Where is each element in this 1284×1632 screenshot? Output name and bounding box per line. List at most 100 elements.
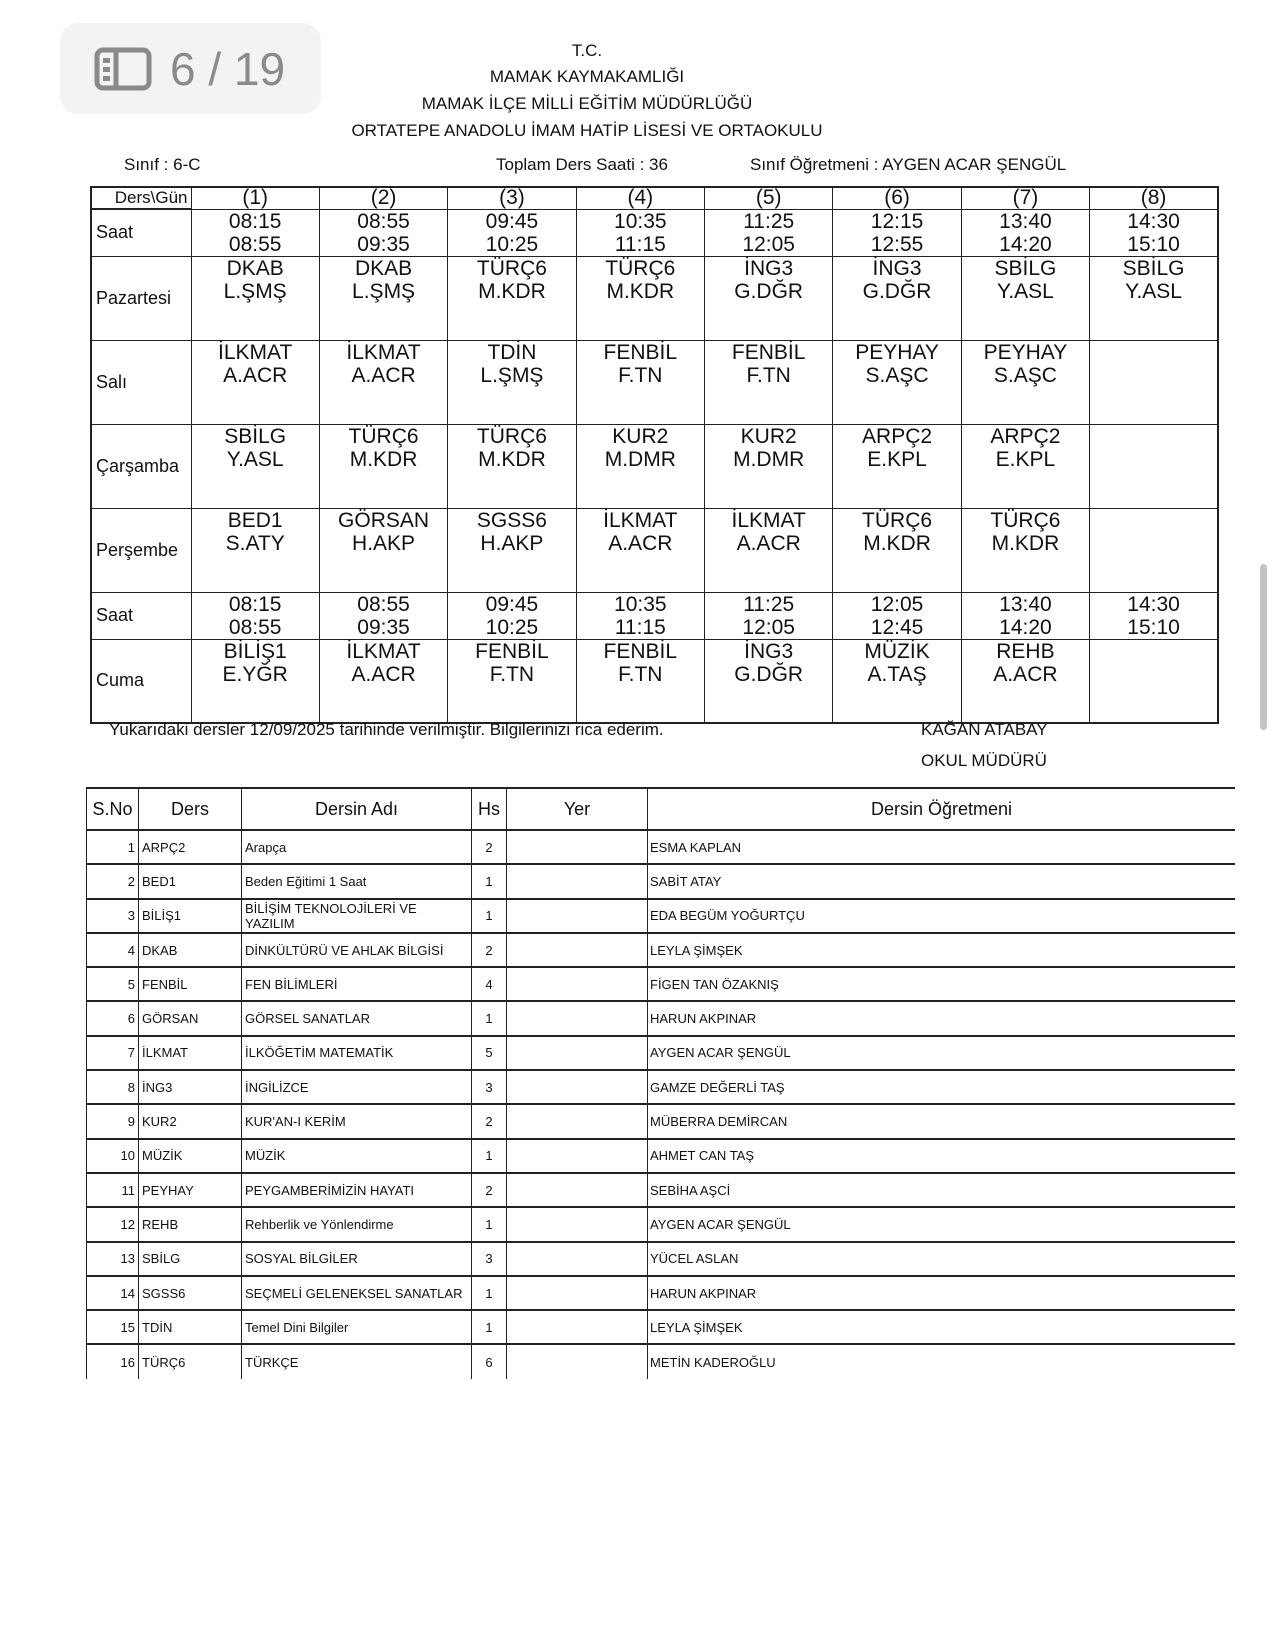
timetable-cell: TÜRÇ6 M.KDR	[318, 423, 449, 509]
scrollbar[interactable]	[1260, 564, 1267, 730]
timetable-row: Çarşamba SBİLG Y.ASL TÜRÇ6 M.KDR TÜRÇ6 M.KDR KU…	[90, 423, 1219, 509]
period-header: (2)	[318, 186, 449, 210]
cell-line-1: TÜRÇ6	[862, 508, 933, 532]
cell-line-2: G.DĞR	[862, 279, 932, 303]
table-cell	[506, 932, 648, 969]
table-cell: 1	[471, 864, 507, 900]
table-cell: 2	[471, 932, 507, 969]
cell-line-1: PEYHAY	[855, 340, 939, 364]
cell-line-2: 12:45	[870, 615, 924, 639]
cell-line-1: 08:55	[357, 209, 410, 233]
timetable-cell: SGSS6 H.AKP	[447, 507, 577, 593]
table-cell: 1	[471, 1275, 507, 1312]
table-cell: 13	[86, 1241, 139, 1277]
cell-line-1: GÖRSAN	[338, 508, 430, 532]
cell-line-1: İLKMAT	[731, 508, 806, 532]
table-cell	[506, 1172, 648, 1209]
cell-line-2: 12:55	[870, 232, 924, 256]
header-line: ORTATEPE ANADOLU İMAM HATİP LİSESİ VE OR…	[351, 121, 823, 140]
cell-line-1: TÜRÇ6	[476, 424, 547, 448]
timetable-cell	[1089, 638, 1219, 724]
table-cell: Arapça	[241, 830, 472, 866]
table-row: 4 DKAB DİNKÜLTÜRÜ VE AHLAK BİLGİSİ 2 LEYLA Ş…	[86, 932, 1235, 969]
table-cell: DKAB	[138, 932, 242, 969]
period-header: (4)	[575, 186, 706, 210]
period-header: (3)	[447, 186, 577, 210]
cell-line-1: DKAB	[354, 256, 413, 280]
cell-line-2: F.TN	[618, 662, 663, 686]
cell-line-2: F.TN	[489, 662, 535, 686]
timetable-cell: PEYHAY S.AŞC	[832, 339, 962, 425]
table-cell: MÜBERRA DEMİRCAN	[647, 1104, 1235, 1140]
table-row: 5 FENBİL FEN BİLİMLERİ 4 FİGEN TAN ÖZAKNIŞ	[86, 967, 1235, 1003]
table-cell: 4	[86, 932, 139, 969]
table-cell: SEBİHA AŞCİ	[647, 1172, 1235, 1209]
cell-line-1: 12:05	[870, 592, 924, 616]
table-cell	[506, 1070, 648, 1106]
table-row: 3 BİLİŞ1 BİLİŞİM TEKNOLOJİLERİ VE YAZILIM 1…	[86, 898, 1235, 934]
table-cell: PEYHAY	[138, 1172, 242, 1209]
table-cell: ARPÇ2	[138, 830, 242, 866]
day-label: Saat	[90, 591, 192, 640]
timetable-cell: 09:45 10:25	[447, 591, 577, 640]
table-cell: 10	[86, 1138, 139, 1174]
table-cell	[506, 1344, 648, 1379]
timetable-cell: 13:40 14:20	[960, 591, 1091, 640]
cell-line-1: MÜZİK	[864, 639, 930, 663]
timetable-row: Pazartesi DKAB L.ŞMŞ DKAB L.ŞMŞ TÜRÇ6 M.KDR TÜR…	[90, 255, 1219, 341]
page-indicator[interactable]: 6 / 19	[60, 23, 321, 114]
timetable-cell: 08:55 09:35	[318, 591, 449, 640]
cell-line-1: 08:15	[228, 209, 282, 233]
table-row: 1 ARPÇ2 Arapça 2 ESMA KAPLAN	[86, 830, 1235, 866]
timetable-cell: TÜRÇ6 M.KDR	[447, 423, 577, 509]
timetable-cell: 10:35 11:15	[575, 591, 706, 640]
cell-line-2: Y.ASL	[997, 279, 1054, 303]
table-cell: FİGEN TAN ÖZAKNIŞ	[647, 967, 1235, 1003]
timetable-cell: BİLİŞ1 E.YĞR	[190, 638, 320, 724]
cell-line-2: M.KDR	[349, 447, 418, 471]
cell-line-2: 14:20	[999, 615, 1052, 639]
cell-line-1: SGSS6	[476, 508, 547, 532]
cell-line-2: A.ACR	[351, 363, 416, 387]
table-cell: GAMZE DEĞERLİ TAŞ	[647, 1070, 1235, 1106]
period-header: (7)	[960, 186, 1091, 210]
class-info: Sınıf : 6-C	[124, 155, 201, 174]
timetable-cell: SBİLG Y.ASL	[190, 423, 320, 509]
table-cell: 15	[86, 1310, 139, 1346]
cell-line-2: M.KDR	[991, 531, 1060, 555]
table-cell: SGSS6	[138, 1275, 242, 1312]
page-number: 6 / 19	[170, 42, 286, 95]
table-cell: AHMET CAN TAŞ	[647, 1138, 1235, 1174]
timetable-cell: İNG3 G.DĞR	[703, 255, 834, 341]
timetable-cell: 11:25 12:05	[703, 208, 834, 257]
cell-line-1: 08:15	[228, 592, 282, 616]
timetable-cell: 09:45 10:25	[447, 208, 577, 257]
cell-line-2: A.ACR	[736, 531, 801, 555]
table-cell: 1	[86, 830, 139, 866]
timetable-cell	[1089, 507, 1219, 593]
cell-line-1: FENBİL	[475, 639, 549, 663]
table-cell	[506, 898, 648, 934]
timetable-cell: FENBİL F.TN	[575, 339, 706, 425]
table-cell: 6	[471, 1344, 507, 1379]
table-cell: Temel Dini Bilgiler	[241, 1310, 472, 1346]
cell-line-2: A.ACR	[351, 662, 416, 686]
table-cell: KUR2	[138, 1104, 242, 1140]
timetable-cell: ARPÇ2 E.KPL	[832, 423, 962, 509]
cell-line-1: 09:45	[485, 209, 539, 233]
timetable-cell: KUR2 M.DMR	[575, 423, 706, 509]
table-cell: 1	[471, 1001, 507, 1037]
table-cell: LEYLA ŞİMŞEK	[647, 1310, 1235, 1346]
cell-line-1: İNG3	[744, 639, 794, 663]
table-cell: BİLİŞ1	[138, 898, 242, 934]
cell-line-2: F.TN	[746, 363, 791, 387]
cell-line-1: KUR2	[612, 424, 669, 448]
table-cell: 3	[471, 1070, 507, 1106]
footer-note: Yukarıdaki dersler 12/09/2025 tarihinde …	[109, 720, 664, 739]
cell-line-1: İNG3	[744, 256, 794, 280]
table-cell: ESMA KAPLAN	[647, 830, 1235, 866]
cell-line-1: 10:35	[614, 592, 667, 616]
timetable-cell: MÜZİK A.TAŞ	[832, 638, 962, 724]
cell-line-1: 13:40	[999, 592, 1052, 616]
period-header: (1)	[190, 186, 320, 210]
